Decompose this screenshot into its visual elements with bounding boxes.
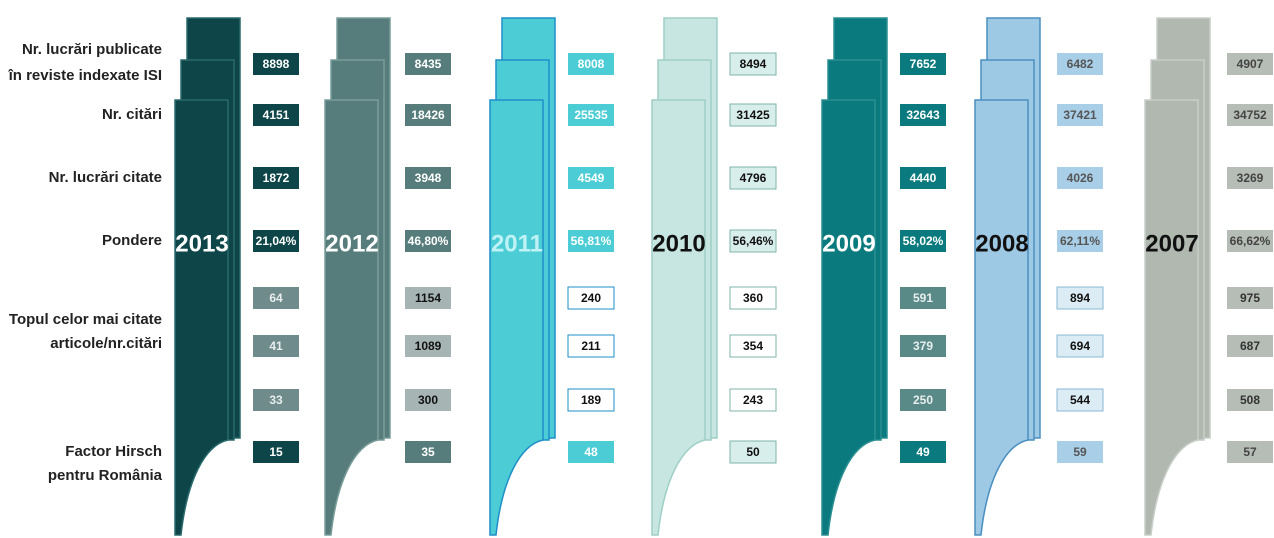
year-column: 2010 8494 31425 4796 56,46% 360 354 243 50 bbox=[652, 18, 776, 535]
value-text: 33 bbox=[269, 393, 283, 407]
value-text: 4549 bbox=[578, 171, 605, 185]
value-text: 34752 bbox=[1233, 108, 1267, 122]
row-label: Nr. lucrări publicate bbox=[22, 41, 162, 58]
value-text: 360 bbox=[743, 291, 763, 305]
year-column: 2007 4907 34752 3269 66,62% 975 687 508 57 bbox=[1145, 18, 1273, 535]
value-text: 6482 bbox=[1067, 57, 1094, 71]
value-text: 894 bbox=[1070, 291, 1090, 305]
year-label: 2008 bbox=[975, 230, 1028, 257]
value-text: 591 bbox=[913, 291, 933, 305]
value-text: 694 bbox=[1070, 339, 1090, 353]
row-label: în reviste indexate ISI bbox=[8, 67, 162, 84]
value-text: 975 bbox=[1240, 291, 1260, 305]
banner-front bbox=[325, 100, 378, 535]
value-text: 46,80% bbox=[408, 234, 449, 248]
value-text: 1872 bbox=[263, 171, 290, 185]
value-text: 4151 bbox=[263, 108, 290, 122]
value-text: 48 bbox=[584, 445, 598, 459]
value-text: 4440 bbox=[910, 171, 937, 185]
banner-front bbox=[975, 100, 1028, 535]
banner-front bbox=[1145, 100, 1198, 535]
value-text: 1154 bbox=[415, 291, 441, 305]
value-text: 59 bbox=[1073, 445, 1087, 459]
value-text: 41 bbox=[269, 339, 283, 353]
row-label: Factor Hirsch bbox=[65, 443, 162, 460]
value-text: 250 bbox=[913, 393, 933, 407]
value-text: 49 bbox=[916, 445, 930, 459]
year-label: 2010 bbox=[652, 230, 705, 257]
value-text: 64 bbox=[269, 291, 283, 305]
value-text: 4796 bbox=[740, 171, 767, 185]
year-column: 2012 8435 18426 3948 46,80% 1154 1089 300 35 bbox=[325, 18, 451, 535]
row-label: Nr. citări bbox=[102, 106, 162, 123]
value-text: 66,62% bbox=[1230, 234, 1271, 248]
value-text: 3948 bbox=[415, 171, 442, 185]
value-text: 1089 bbox=[415, 339, 442, 353]
year-column: 2013 8898 4151 1872 21,04% 64 41 33 15 bbox=[175, 18, 299, 535]
value-text: 37421 bbox=[1063, 108, 1097, 122]
value-text: 58,02% bbox=[903, 234, 944, 248]
value-text: 211 bbox=[581, 339, 601, 353]
value-text: 62,11% bbox=[1060, 234, 1100, 248]
value-text: 56,81% bbox=[571, 234, 612, 248]
year-column: 2011 8008 25535 4549 56,81% 240 211 189 48 bbox=[490, 18, 614, 535]
value-text: 8494 bbox=[740, 57, 767, 71]
row-label: pentru România bbox=[48, 467, 163, 484]
value-text: 508 bbox=[1240, 393, 1260, 407]
year-label: 2013 bbox=[175, 230, 228, 257]
value-text: 25535 bbox=[574, 108, 608, 122]
year-column: 2008 6482 37421 4026 62,11% 894 694 544 59 bbox=[975, 18, 1103, 535]
value-text: 31425 bbox=[736, 108, 770, 122]
value-text: 8008 bbox=[578, 57, 605, 71]
value-text: 687 bbox=[1240, 339, 1260, 353]
year-label: 2007 bbox=[1145, 230, 1198, 257]
year-label: 2011 bbox=[491, 230, 543, 257]
row-label: articole/nr.citări bbox=[50, 335, 162, 352]
value-text: 18426 bbox=[411, 108, 445, 122]
banner-front bbox=[822, 100, 875, 535]
value-text: 57 bbox=[1243, 445, 1257, 459]
value-text: 189 bbox=[581, 393, 601, 407]
value-text: 243 bbox=[743, 393, 763, 407]
value-text: 8898 bbox=[263, 57, 290, 71]
row-label: Pondere bbox=[102, 232, 162, 249]
banner-front bbox=[175, 100, 228, 535]
value-text: 3269 bbox=[1237, 171, 1264, 185]
value-text: 8435 bbox=[415, 57, 442, 71]
value-text: 15 bbox=[269, 445, 283, 459]
value-text: 50 bbox=[746, 445, 760, 459]
row-label: Nr. lucrări citate bbox=[49, 169, 162, 186]
value-text: 4026 bbox=[1067, 171, 1094, 185]
value-text: 354 bbox=[743, 339, 763, 353]
banner-front bbox=[652, 100, 705, 535]
value-text: 32643 bbox=[906, 108, 940, 122]
banner-front bbox=[490, 100, 543, 535]
value-text: 35 bbox=[421, 445, 435, 459]
year-label: 2009 bbox=[822, 230, 875, 257]
value-text: 240 bbox=[581, 291, 601, 305]
value-text: 56,46% bbox=[733, 234, 774, 248]
year-column: 2009 7652 32643 4440 58,02% 591 379 250 49 bbox=[822, 18, 946, 535]
infographic: Nr. lucrări publicate în reviste indexate… bbox=[0, 0, 1274, 538]
value-text: 21,04% bbox=[256, 234, 297, 248]
row-label: Topul celor mai citate bbox=[9, 311, 162, 328]
value-text: 300 bbox=[418, 393, 438, 407]
year-label: 2012 bbox=[325, 230, 378, 257]
value-text: 544 bbox=[1070, 393, 1090, 407]
value-text: 7652 bbox=[910, 57, 937, 71]
value-text: 4907 bbox=[1237, 57, 1264, 71]
value-text: 379 bbox=[913, 339, 933, 353]
